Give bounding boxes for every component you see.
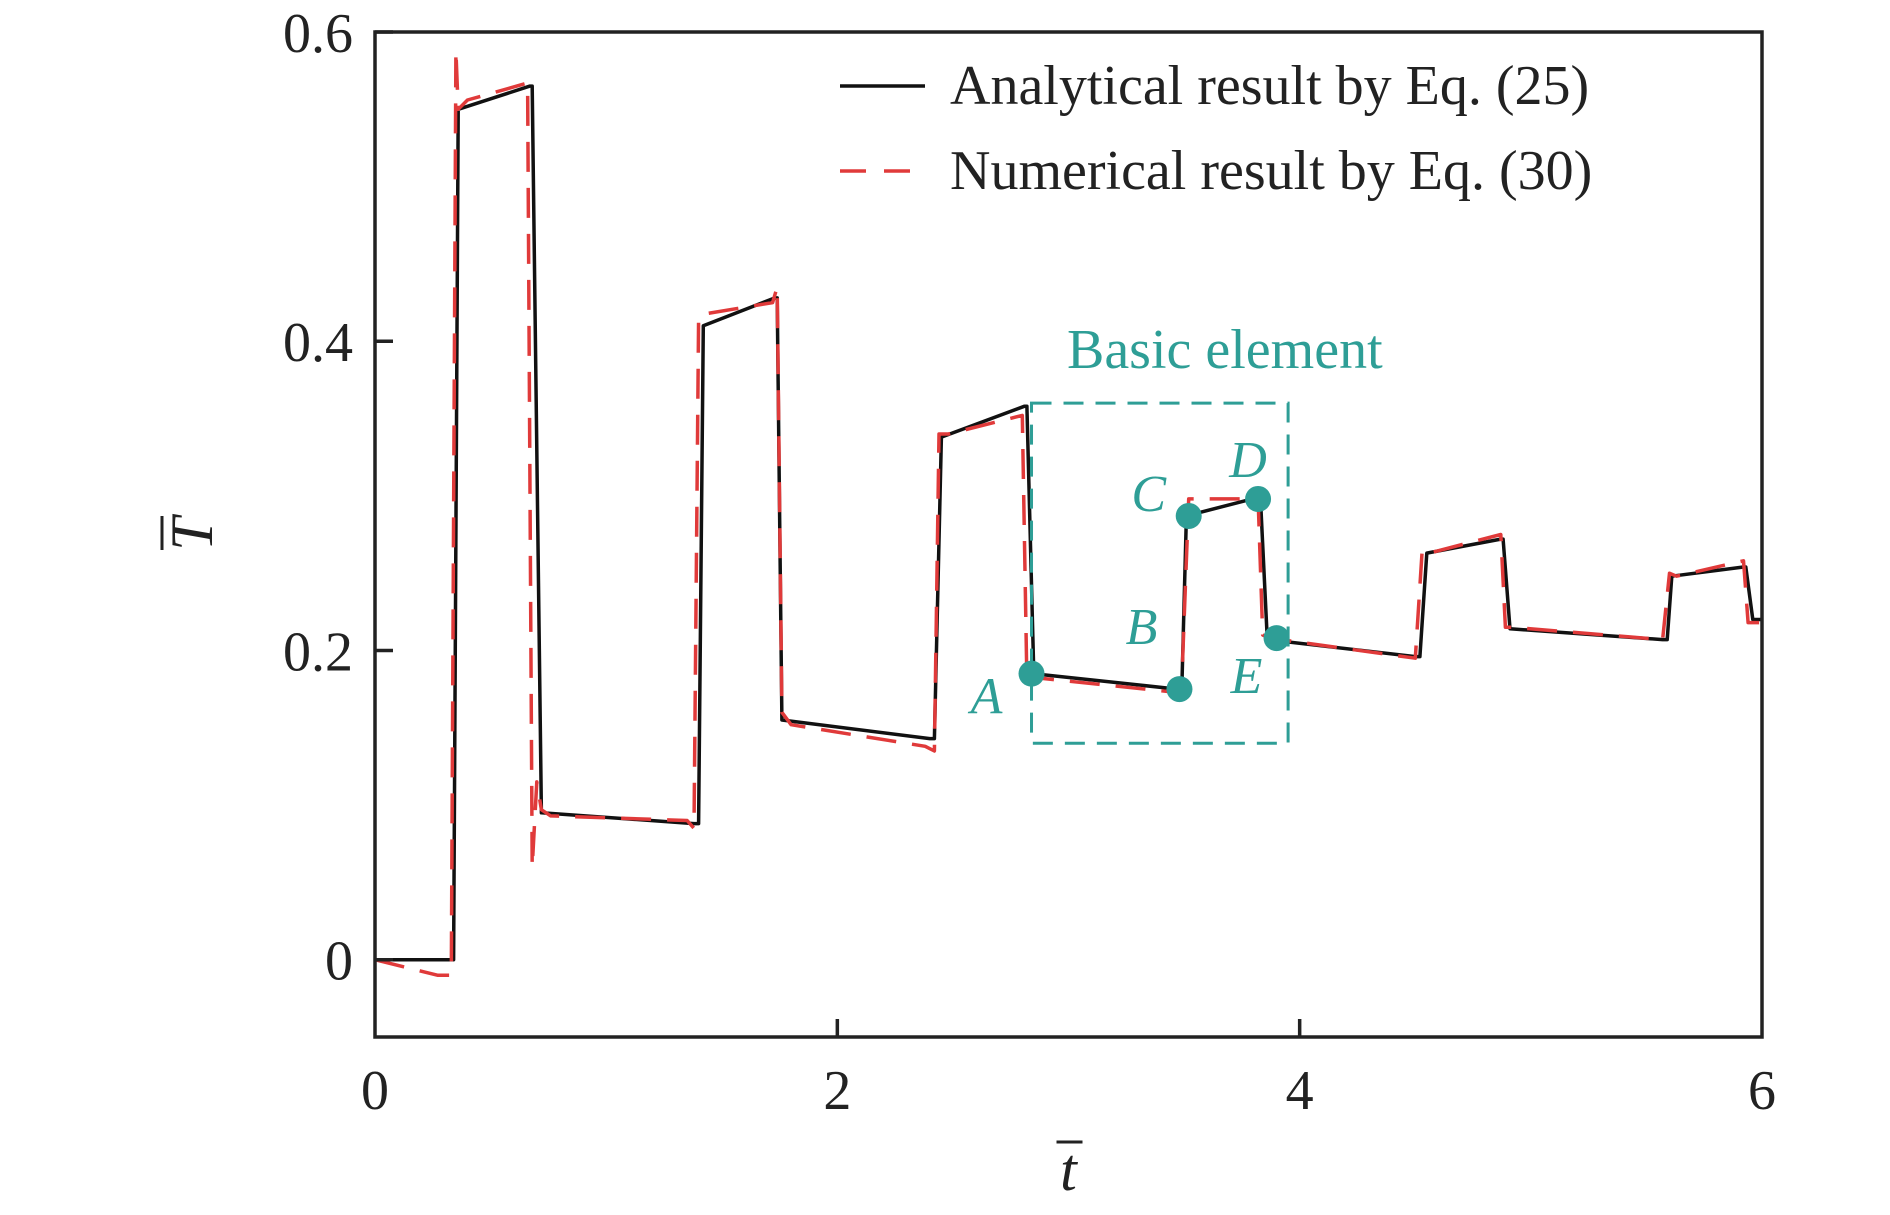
annotation-point-c	[1175, 502, 1202, 529]
annotation-point-label-e: E	[1230, 648, 1263, 705]
annotation-point-e	[1263, 625, 1290, 652]
basic-element-box	[1030, 401, 1290, 745]
annotation-point-b	[1166, 676, 1193, 703]
annotation-layer: Basic element A B C D E	[968, 319, 1383, 745]
annotation-point-label-d: D	[1228, 432, 1267, 489]
legend: Analytical result by Eq. (25) Numerical r…	[840, 55, 1592, 202]
x-tick-label: 2	[823, 1060, 851, 1122]
y-axis-label: T	[159, 514, 225, 551]
annotation-point-a	[1018, 660, 1045, 687]
annotation-point-label-a: A	[968, 669, 1003, 726]
x-axis-label: t	[1060, 1137, 1078, 1203]
series-line-numerical	[375, 48, 1762, 977]
x-tick-label: 0	[361, 1060, 389, 1122]
x-tick-label: 4	[1286, 1060, 1314, 1122]
y-tick-label: 0.2	[283, 621, 353, 683]
legend-label-numerical: Numerical result by Eq. (30)	[950, 140, 1592, 202]
y-axis-label-group: T	[159, 514, 225, 551]
plot-frame	[373, 30, 1764, 1039]
y-tick-label: 0.6	[283, 3, 353, 65]
data-layer	[375, 48, 1762, 977]
annotation-point-label-c: C	[1131, 466, 1167, 523]
series-line-analytical	[375, 84, 1762, 962]
x-tick-label: 6	[1748, 1060, 1776, 1122]
axes-layer: 0 2 4 6 0 0.2 0.4 0.6 t T	[159, 3, 1776, 1203]
annotation-point-label-b: B	[1126, 599, 1158, 656]
y-tick-label: 0.4	[283, 312, 353, 374]
basic-element-label: Basic element	[1067, 319, 1383, 381]
legend-label-analytical: Analytical result by Eq. (25)	[950, 55, 1589, 117]
annotation-point-d	[1245, 485, 1272, 512]
y-tick-label: 0	[325, 931, 353, 993]
